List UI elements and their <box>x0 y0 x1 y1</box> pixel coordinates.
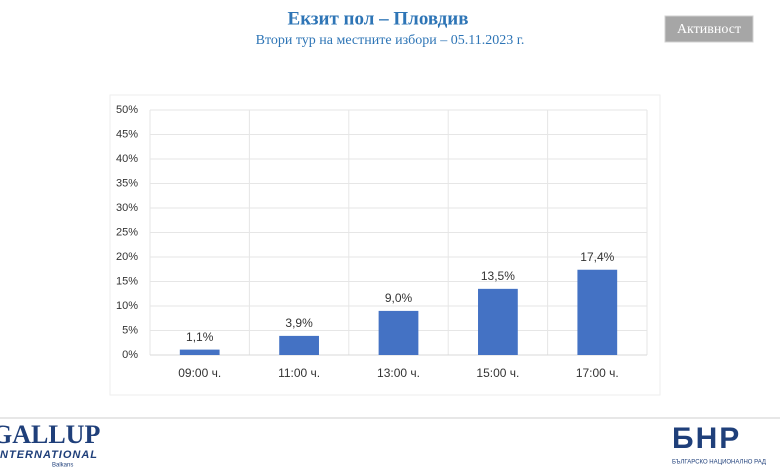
x-tick-label: 11:00 ч. <box>278 366 320 380</box>
bnr-sub: БЪЛГАРСКО НАЦИОНАЛНО РАД <box>672 460 766 466</box>
y-tick-label: 5% <box>122 324 138 336</box>
chart-title: Екзит пол – Пловдив <box>288 8 469 29</box>
y-tick-label: 25% <box>116 226 138 238</box>
value-label: 1,1% <box>186 330 214 344</box>
x-tick-label: 13:00 ч. <box>377 366 420 380</box>
button[interactable]: Активност <box>664 15 754 43</box>
x-tick-label: 09:00 ч. <box>178 366 221 380</box>
y-tick-label: 30% <box>116 202 138 214</box>
y-tick-label: 35% <box>116 177 138 189</box>
gallup-sub: INTERNATIONAL <box>0 449 98 461</box>
bnr-logo: БНР <box>672 422 741 455</box>
button-label[interactable]: Активност <box>677 22 741 37</box>
y-tick-label: 15% <box>116 275 138 287</box>
bar <box>279 335 319 355</box>
bar <box>577 269 618 355</box>
gallup-logo: GALLUP <box>0 420 100 449</box>
plot-frame <box>109 94 661 396</box>
value-label: 9,0% <box>385 291 413 305</box>
x-tick-label: 15:00 ч. <box>476 366 519 380</box>
y-tick-label: 20% <box>116 251 138 263</box>
button-bg[interactable] <box>664 15 754 43</box>
value-label: 17,4% <box>580 250 614 264</box>
value-label: 13,5% <box>481 269 515 283</box>
bar <box>478 288 518 355</box>
value-label: 3,9% <box>285 316 313 330</box>
y-tick-label: 40% <box>116 153 138 165</box>
x-tick-label: 17:00 ч. <box>576 366 619 380</box>
bar <box>378 310 419 355</box>
y-tick-label: 0% <box>122 349 138 361</box>
y-tick-label: 10% <box>116 300 138 312</box>
gallup-region: Balkans <box>52 463 73 469</box>
y-tick-label: 50% <box>116 104 138 116</box>
y-tick-label: 45% <box>116 128 138 140</box>
chart-subtitle: Втори тур на местните избори – 05.11.202… <box>256 33 525 48</box>
bar <box>179 349 220 355</box>
